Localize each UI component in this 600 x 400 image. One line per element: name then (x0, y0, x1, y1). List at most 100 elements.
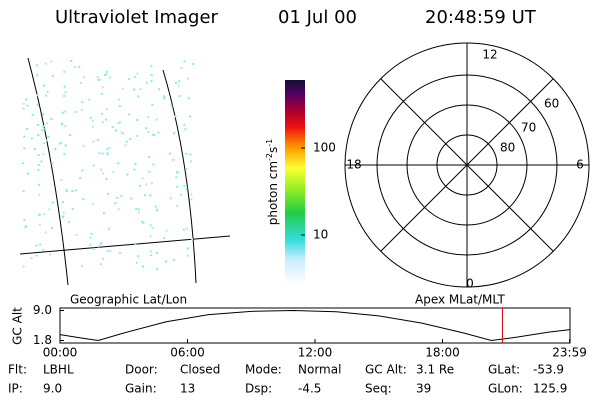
pixel (74, 111, 77, 113)
pixel (154, 205, 157, 208)
pixel (52, 74, 55, 77)
pixel (149, 250, 152, 253)
pixel (37, 124, 39, 127)
mlt-label: 18 (346, 158, 361, 172)
pixel (180, 193, 183, 196)
pixel (98, 152, 101, 155)
pixel (141, 220, 144, 223)
pixel (71, 190, 74, 193)
pixel (151, 103, 154, 106)
pixel (147, 130, 150, 133)
pixel (157, 131, 160, 134)
pixel (49, 253, 52, 256)
pixel (117, 162, 120, 165)
pixel (124, 144, 127, 147)
pixel (155, 268, 158, 271)
pixel (176, 205, 178, 208)
field-label: Dsp: (245, 382, 272, 396)
pixel (38, 213, 41, 216)
pixel (190, 193, 193, 196)
pixel (137, 208, 140, 211)
pixel (81, 101, 84, 104)
pixel (65, 190, 68, 193)
pixel (101, 121, 104, 124)
pixel (189, 115, 192, 118)
mlt-label: 12 (482, 48, 497, 62)
pixel (149, 224, 152, 227)
pixel (118, 121, 121, 124)
pixel (62, 201, 64, 204)
pixel (37, 169, 40, 172)
altitude-line (59, 309, 571, 342)
x-tick-label: 00:00 (43, 346, 78, 360)
pixel (164, 260, 167, 263)
pixel (60, 178, 63, 181)
pixel (156, 209, 159, 212)
pixel (141, 177, 144, 180)
pixel (31, 113, 34, 116)
pixel (137, 211, 140, 214)
field-value: 3.1 Re (416, 363, 454, 377)
pixel (61, 215, 64, 218)
pixel (104, 74, 107, 76)
pixel (142, 265, 144, 268)
pixel (42, 153, 45, 156)
pixel (44, 128, 47, 131)
pixel (50, 227, 53, 230)
field-value: 125.9 (533, 382, 567, 396)
pixel (145, 81, 148, 84)
pixel (150, 65, 153, 68)
pixel (148, 155, 151, 158)
pixel (92, 247, 95, 250)
pixel (22, 265, 25, 268)
panel-label: Apex MLat/MLT (415, 293, 505, 307)
pixel (102, 172, 105, 175)
field-label: GLat: (488, 363, 520, 377)
geo-line (162, 69, 197, 284)
field-label: GLon: (488, 382, 523, 396)
pixel (191, 238, 194, 241)
field-label: Seq: (365, 382, 392, 396)
pixel (98, 78, 101, 81)
pixel (51, 162, 54, 165)
pixel (133, 76, 136, 79)
pixel (155, 118, 158, 121)
pixel (107, 227, 110, 230)
pixel (91, 119, 94, 122)
pixel (68, 221, 70, 223)
x-tick-label: 18:00 (425, 346, 460, 360)
pixel (46, 90, 49, 93)
pixel (23, 135, 26, 138)
pixel (62, 211, 65, 214)
pixel (35, 64, 38, 67)
polar-grid (344, 42, 590, 288)
pixel (70, 60, 73, 62)
pixel (108, 146, 111, 149)
pixel (106, 250, 109, 253)
pixel (43, 213, 46, 215)
pixel (176, 185, 179, 188)
mlt-label: 0 (466, 277, 474, 291)
pixel (92, 140, 95, 143)
pixel (120, 194, 123, 197)
pixel (101, 152, 104, 155)
pixel (81, 169, 84, 172)
pixel (92, 125, 95, 128)
pixel (130, 197, 133, 200)
pixel (163, 97, 166, 100)
pixel (102, 212, 105, 215)
pixel (96, 139, 99, 142)
pixel (189, 153, 192, 156)
pixel (63, 85, 66, 88)
pixel (178, 95, 181, 98)
pixel (23, 218, 26, 221)
pixel (170, 105, 173, 108)
pixel (97, 78, 99, 81)
pixel (47, 135, 50, 138)
pixel (174, 115, 177, 118)
mlt-label: 6 (576, 158, 584, 172)
pixel (92, 203, 95, 205)
pixel (155, 252, 158, 255)
pixel (190, 160, 192, 163)
pixel (58, 142, 61, 145)
